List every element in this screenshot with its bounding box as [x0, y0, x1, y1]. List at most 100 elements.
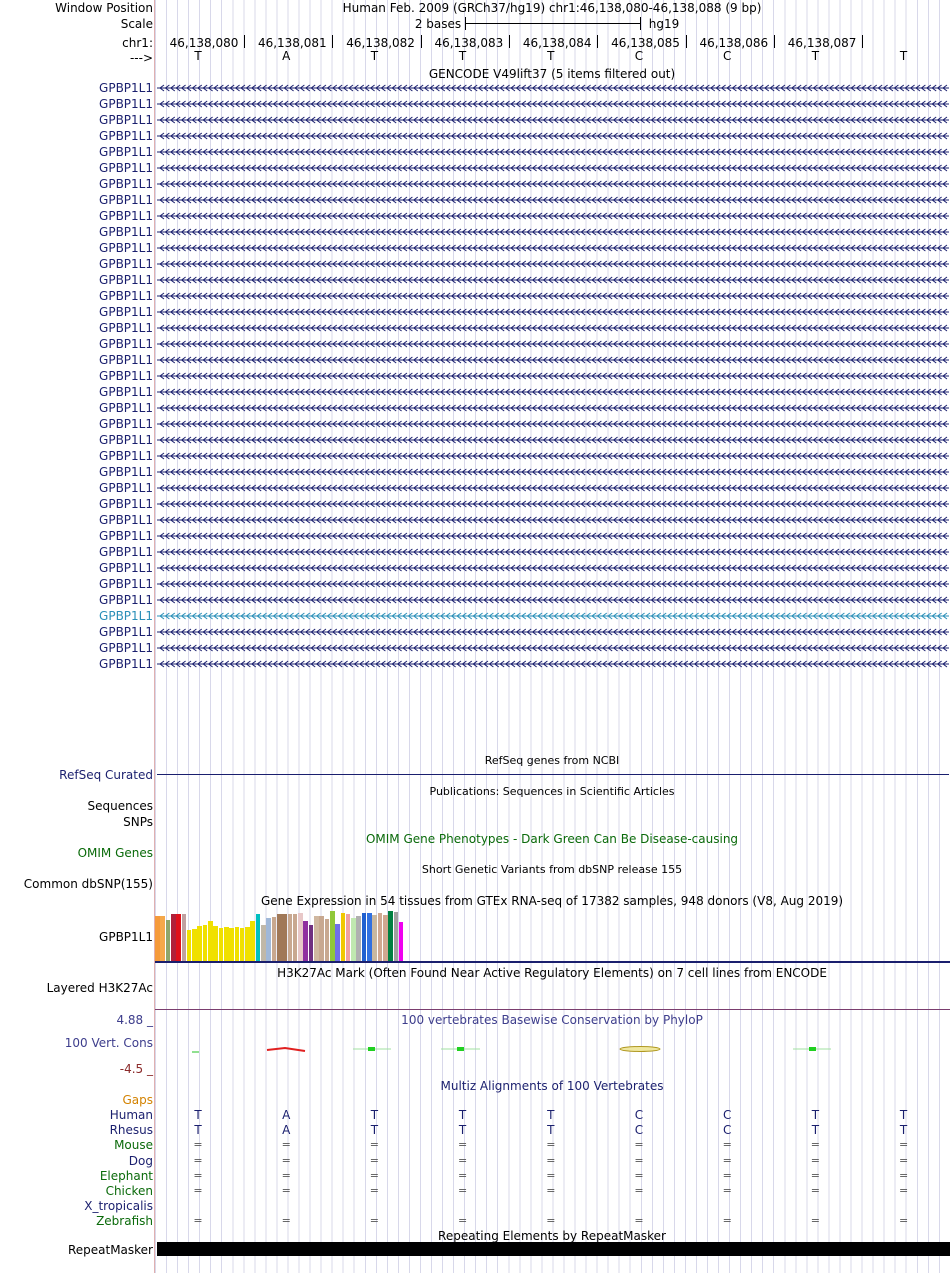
gencode-gene-label[interactable]: GPBP1L1 — [99, 433, 153, 447]
gencode-transcript-line[interactable] — [157, 388, 949, 396]
gtex-tissue-bar[interactable] — [388, 911, 393, 961]
gencode-gene-label[interactable]: GPBP1L1 — [99, 161, 153, 175]
gencode-transcript-line[interactable] — [157, 436, 949, 444]
gencode-transcript-line[interactable] — [157, 372, 949, 380]
phylop-label[interactable]: 100 Vert. Cons — [64, 1036, 153, 1050]
gtex-tissue-bar[interactable] — [287, 914, 293, 961]
gencode-transcript-line[interactable] — [157, 452, 949, 460]
gtex-tissue-bar[interactable] — [229, 928, 234, 961]
gencode-gene-label[interactable]: GPBP1L1 — [99, 545, 153, 559]
gencode-transcript-line[interactable] — [157, 84, 949, 92]
gencode-gene-label[interactable]: GPBP1L1 — [99, 97, 153, 111]
gencode-gene-label[interactable]: GPBP1L1 — [99, 465, 153, 479]
gtex-tissue-bar[interactable] — [345, 914, 351, 961]
gtex-tissue-bar[interactable] — [351, 918, 356, 961]
gencode-gene-label[interactable]: GPBP1L1 — [99, 113, 153, 127]
gtex-tissue-bar[interactable] — [250, 921, 256, 961]
gencode-gene-label[interactable]: GPBP1L1 — [99, 641, 153, 655]
gtex-tissue-bar[interactable] — [208, 921, 213, 961]
gtex-tissue-bar[interactable] — [155, 916, 160, 961]
gencode-transcript-line[interactable] — [157, 548, 949, 556]
gencode-gene-label[interactable]: GPBP1L1 — [99, 337, 153, 351]
gencode-transcript-line[interactable] — [157, 340, 949, 348]
gencode-transcript-line[interactable] — [157, 228, 949, 236]
gtex-label[interactable]: GPBP1L1 — [99, 930, 153, 944]
gtex-tissue-bar[interactable] — [377, 913, 383, 961]
gencode-gene-label[interactable]: GPBP1L1 — [99, 497, 153, 511]
gencode-transcript-line[interactable] — [157, 260, 949, 268]
gtex-tissue-bar[interactable] — [223, 927, 229, 961]
gencode-gene-label[interactable]: GPBP1L1 — [99, 561, 153, 575]
gencode-gene-label[interactable]: GPBP1L1 — [99, 193, 153, 207]
gencode-gene-label[interactable]: GPBP1L1 — [99, 625, 153, 639]
gencode-transcript-line[interactable] — [157, 244, 949, 252]
gtex-tissue-bar[interactable] — [276, 914, 282, 961]
gencode-transcript-line[interactable] — [157, 484, 949, 492]
gtex-tissue-bar[interactable] — [314, 916, 319, 961]
species-label[interactable]: Human — [109, 1108, 153, 1122]
dbsnp-label[interactable]: Common dbSNP(155) — [23, 877, 153, 891]
gencode-gene-label[interactable]: GPBP1L1 — [99, 449, 153, 463]
snps-label[interactable]: SNPs — [123, 815, 153, 829]
species-label[interactable]: Rhesus — [109, 1123, 153, 1138]
gtex-tissue-bar[interactable] — [192, 929, 197, 961]
gencode-transcript-line[interactable] — [157, 628, 949, 636]
gaps-label[interactable]: Gaps — [122, 1093, 153, 1107]
gtex-tissue-bar[interactable] — [319, 916, 324, 961]
gtex-tissue-bar[interactable] — [393, 912, 399, 961]
gencode-gene-label[interactable]: GPBP1L1 — [99, 321, 153, 335]
species-label[interactable]: Dog — [128, 1153, 153, 1168]
gtex-tissue-bar[interactable] — [271, 917, 277, 961]
gtex-tissue-bar[interactable] — [160, 916, 165, 961]
gencode-gene-label[interactable]: GPBP1L1 — [99, 145, 153, 159]
gtex-tissue-bar[interactable] — [218, 928, 224, 961]
gtex-tissue-bar[interactable] — [255, 914, 261, 961]
gtex-tissue-bar[interactable] — [372, 915, 377, 961]
gencode-transcript-line[interactable] — [157, 532, 949, 540]
gencode-gene-label[interactable]: GPBP1L1 — [99, 385, 153, 399]
species-label[interactable]: X_tropicalis — [84, 1199, 153, 1214]
species-label[interactable]: Elephant — [99, 1168, 153, 1183]
gencode-gene-label[interactable]: GPBP1L1 — [99, 209, 153, 223]
gencode-transcript-line[interactable] — [157, 468, 949, 476]
gtex-tissue-bar[interactable] — [367, 913, 372, 961]
gtex-tissue-bar[interactable] — [361, 913, 367, 961]
species-label[interactable]: Zebrafish — [96, 1214, 153, 1229]
gencode-gene-label[interactable]: GPBP1L1 — [99, 401, 153, 415]
gencode-gene-label[interactable]: GPBP1L1 — [99, 273, 153, 287]
gtex-tissue-bar[interactable] — [234, 927, 240, 961]
gencode-transcript-line[interactable] — [157, 612, 949, 620]
gencode-transcript-line[interactable] — [157, 644, 949, 652]
gencode-transcript-line[interactable] — [157, 580, 949, 588]
gencode-gene-label[interactable]: GPBP1L1 — [99, 481, 153, 495]
gencode-gene-label[interactable]: GPBP1L1 — [99, 513, 153, 527]
gencode-transcript-line[interactable] — [157, 356, 949, 364]
repeatmasker-bar[interactable] — [157, 1242, 950, 1256]
gencode-transcript-line[interactable] — [157, 180, 949, 188]
h3k27ac-label[interactable]: Layered H3K27Ac — [46, 981, 153, 995]
gencode-transcript-line[interactable] — [157, 292, 949, 300]
gencode-gene-label[interactable]: GPBP1L1 — [99, 257, 153, 271]
gencode-gene-label[interactable]: GPBP1L1 — [99, 593, 153, 607]
gtex-tissue-bar[interactable] — [186, 930, 192, 961]
gencode-gene-label[interactable]: GPBP1L1 — [99, 369, 153, 383]
gtex-tissue-bar[interactable] — [261, 925, 266, 961]
gencode-gene-label[interactable]: GPBP1L1 — [99, 353, 153, 367]
gencode-gene-label[interactable]: GPBP1L1 — [99, 129, 153, 143]
gencode-gene-label[interactable]: GPBP1L1 — [99, 577, 153, 591]
gtex-tissue-bar[interactable] — [382, 915, 388, 961]
gencode-transcript-line[interactable] — [157, 500, 949, 508]
gtex-tissue-bar[interactable] — [170, 914, 176, 961]
gencode-transcript-line[interactable] — [157, 404, 949, 412]
gtex-tissue-bar[interactable] — [329, 911, 335, 961]
gtex-tissue-bar[interactable] — [298, 913, 303, 961]
gencode-gene-label[interactable]: GPBP1L1 — [99, 241, 153, 255]
gtex-tissue-bar[interactable] — [324, 919, 330, 961]
gencode-transcript-line[interactable] — [157, 212, 949, 220]
gencode-transcript-line[interactable] — [157, 516, 949, 524]
gencode-gene-label[interactable]: GPBP1L1 — [99, 225, 153, 239]
gencode-transcript-line[interactable] — [157, 564, 949, 572]
gtex-tissue-bar[interactable] — [245, 927, 250, 961]
gencode-transcript-line[interactable] — [157, 196, 949, 204]
